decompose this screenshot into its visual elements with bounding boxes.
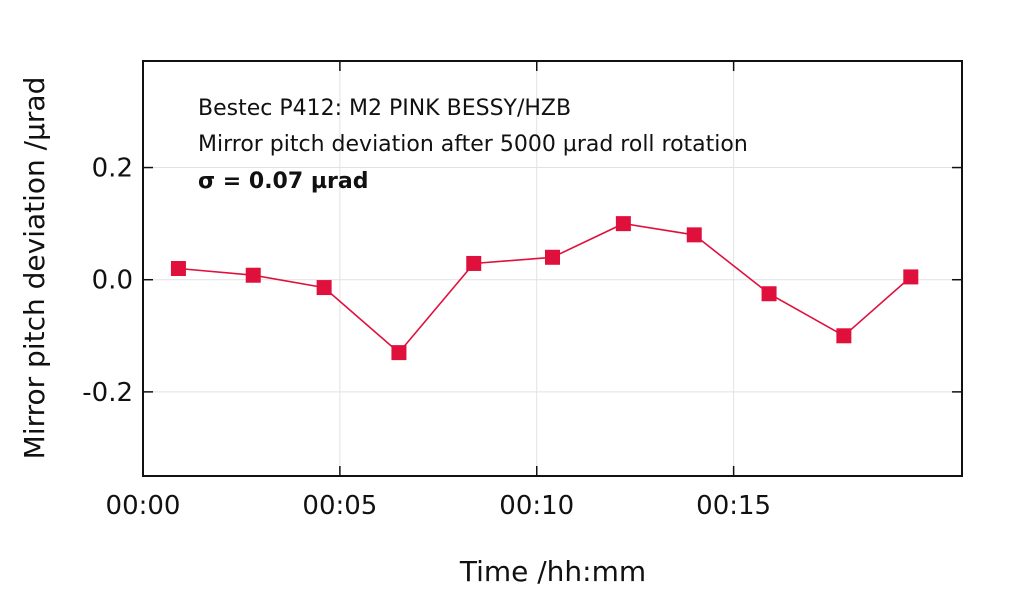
plot-frame bbox=[142, 60, 963, 477]
series-line bbox=[178, 222, 912, 354]
grid-lines bbox=[142, 61, 962, 476]
y-tick-label: -0.2 bbox=[82, 378, 133, 408]
data-point bbox=[316, 280, 332, 296]
series-layer bbox=[170, 216, 919, 361]
data-point bbox=[545, 249, 560, 265]
data-point bbox=[170, 261, 186, 276]
x-tick-label: 00:05 bbox=[302, 491, 377, 521]
x-tick-label: 00:15 bbox=[696, 491, 771, 521]
tick-labels: 00:00 00:05 00:10 00:15 -0.2 0.0 0.2 bbox=[82, 154, 771, 521]
data-point bbox=[836, 328, 852, 344]
data-point bbox=[615, 216, 631, 232]
annotation-title: Bestec P412: M2 PINK BESSY/HZB bbox=[198, 96, 571, 121]
y-tick-label: 0.0 bbox=[92, 266, 133, 296]
y-tick-label: 0.2 bbox=[92, 154, 133, 184]
data-point bbox=[903, 269, 919, 285]
data-point bbox=[686, 227, 702, 243]
annotation-sigma: σ = 0.07 µrad bbox=[198, 169, 368, 194]
data-point bbox=[761, 286, 777, 302]
data-point bbox=[245, 267, 261, 283]
annotation-subtitle: Mirror pitch deviation after 5000 µrad r… bbox=[198, 132, 748, 157]
data-point bbox=[466, 255, 482, 271]
x-tick-label: 00:00 bbox=[106, 491, 181, 521]
axis-ticks bbox=[142, 61, 962, 476]
x-axis-title: Time /hh:mm bbox=[459, 555, 646, 588]
x-tick-label: 00:10 bbox=[499, 491, 574, 521]
y-axis-title: Mirror pitch deviation /µrad bbox=[18, 77, 51, 460]
data-point bbox=[391, 345, 407, 361]
